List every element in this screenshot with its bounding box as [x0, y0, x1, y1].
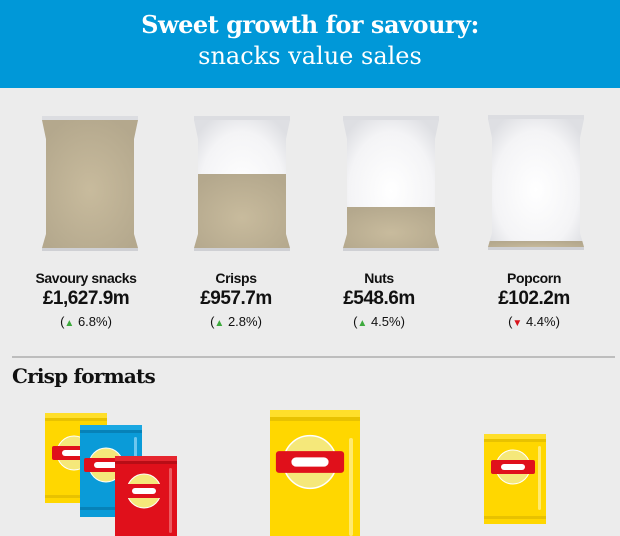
crisp-pack-large	[270, 410, 360, 536]
product-value: £957.7m	[200, 288, 272, 309]
bag-icon	[42, 116, 138, 251]
crisp-pack-icon	[270, 410, 360, 536]
product-name: Popcorn	[507, 270, 561, 286]
crisp-pack-red-small	[115, 456, 177, 536]
product-name: Nuts	[364, 270, 394, 286]
header-banner: Sweet growth for savoury: snacks value s…	[0, 0, 620, 88]
section-divider	[12, 356, 615, 358]
bag-crisps	[192, 114, 292, 254]
down-arrow-icon: ▼	[512, 318, 523, 329]
product-change: (▲ 4.5%)	[353, 314, 405, 329]
crisp-pack-icon	[484, 434, 546, 524]
bag-icon	[488, 115, 584, 250]
product-name: Crisps	[215, 270, 257, 286]
crisp-pack-single	[484, 434, 546, 524]
bag-icon	[194, 116, 290, 251]
bag-icon	[343, 116, 439, 251]
crisp-pack-icon	[115, 456, 177, 536]
product-value: £548.6m	[343, 288, 415, 309]
up-arrow-icon: ▲	[64, 318, 75, 329]
product-change: (▼ 4.4%)	[508, 314, 560, 329]
product-label-nuts: Nuts £548.6m (▲ 4.5%)	[304, 270, 454, 329]
up-arrow-icon: ▲	[214, 318, 225, 329]
product-value: £102.2m	[498, 288, 570, 309]
product-label-crisps: Crisps £957.7m (▲ 2.8%)	[161, 270, 311, 329]
bag-popcorn	[486, 113, 586, 253]
product-label-popcorn: Popcorn £102.2m (▼ 4.4%)	[459, 270, 609, 329]
product-value: £1,627.9m	[42, 288, 130, 309]
product-change: (▲ 6.8%)	[60, 314, 112, 329]
product-name: Savoury snacks	[35, 270, 137, 286]
title-line-1: Sweet growth for savoury:	[141, 10, 479, 39]
title-line-2: snacks value sales	[198, 42, 422, 70]
bag-savoury-snacks	[40, 114, 140, 254]
product-label-savoury-snacks: Savoury snacks £1,627.9m (▲ 6.8%)	[11, 270, 161, 329]
section-title: Crisp formats	[12, 364, 156, 388]
bag-nuts	[341, 114, 441, 254]
up-arrow-icon: ▲	[357, 318, 368, 329]
product-change: (▲ 2.8%)	[210, 314, 262, 329]
